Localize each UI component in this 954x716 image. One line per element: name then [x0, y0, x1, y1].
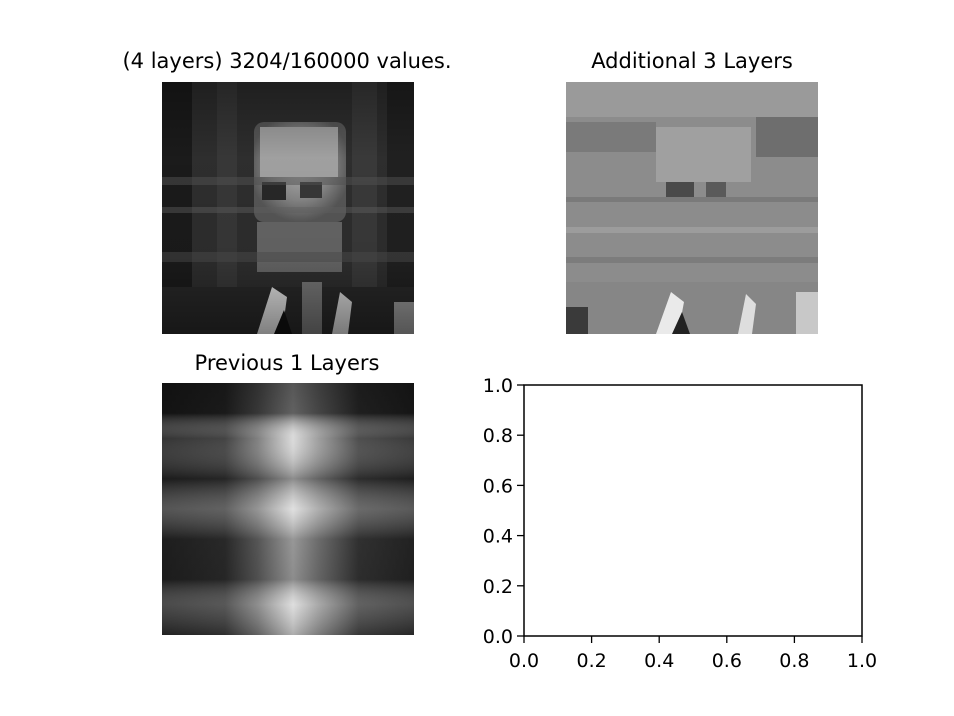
y-tick-label: 0.4 — [483, 526, 513, 548]
top-left-title: (4 layers) 3204/160000 values. — [122, 49, 452, 73]
additional-layers-image — [566, 82, 818, 334]
x-tick-label: 0.6 — [712, 650, 742, 672]
y-tick-label: 0.2 — [483, 576, 513, 598]
reconstructed-image-4-layers — [162, 82, 414, 334]
x-tick-label: 0.0 — [509, 650, 539, 672]
tick-group: 0.0 0.2 0.4 0.6 0.8 1.0 0.0 0.2 0.4 0.6 0.8 1.0 — [483, 375, 877, 672]
bottom-left-title: Previous 1 Layers — [194, 351, 380, 375]
y-tick-label: 0.6 — [483, 475, 513, 497]
x-tick-label: 0.2 — [576, 650, 606, 672]
x-tick-label: 0.4 — [644, 650, 674, 672]
y-tick-label: 1.0 — [483, 375, 513, 397]
x-tick-label: 1.0 — [847, 650, 877, 672]
previous-layers-image — [162, 383, 414, 635]
y-tick-label: 0.0 — [483, 626, 513, 648]
top-right-title: Additional 3 Layers — [591, 49, 793, 73]
y-tick-label: 0.8 — [483, 425, 513, 447]
plot-frame — [523, 384, 863, 637]
x-tick-label: 0.8 — [779, 650, 809, 672]
